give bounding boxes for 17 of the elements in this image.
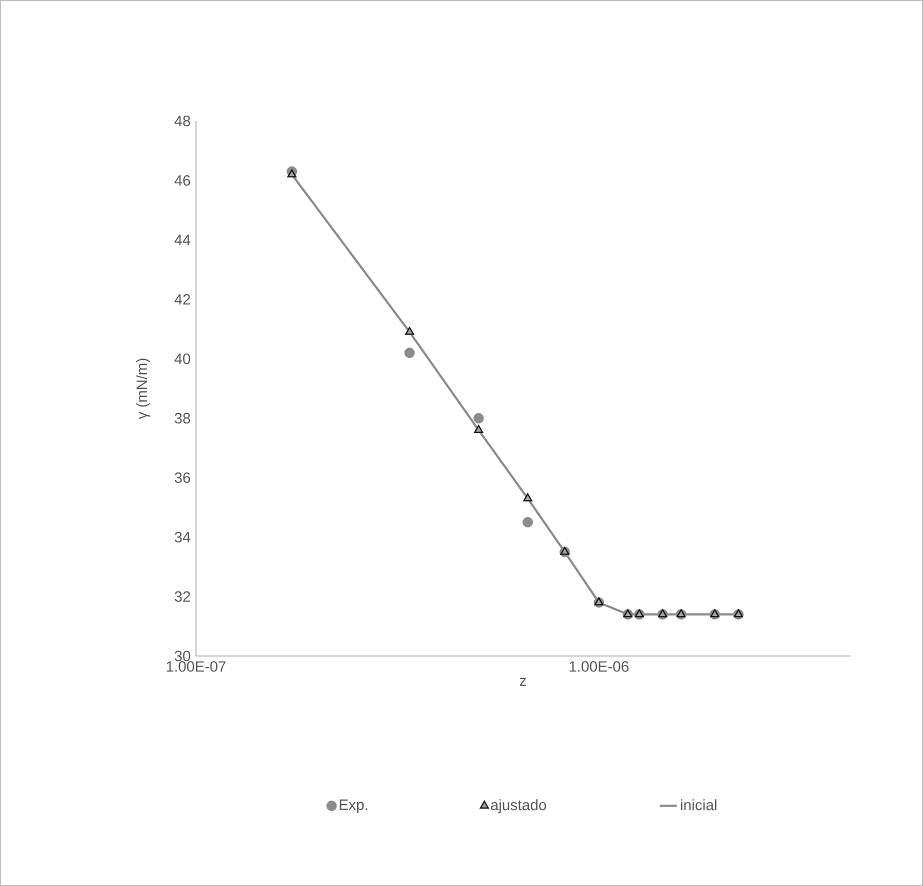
y-axis-title: γ (mN/m)	[136, 358, 150, 420]
x-axis-title: z	[520, 678, 526, 686]
legend-label: Exp.	[340, 800, 368, 813]
y-tick-label: 42	[174, 294, 190, 305]
legend-label: inicial	[680, 799, 716, 810]
y-tick-label: 38	[174, 412, 190, 424]
y-tick-label: 48	[174, 116, 190, 126]
y-tick-label: 44	[174, 234, 190, 246]
y-tick-label: 30	[174, 650, 190, 662]
y-tick-label: 36	[174, 472, 190, 483]
x-tick-label: 1.00E-06	[570, 661, 629, 672]
legend-label: ajustado	[490, 799, 546, 814]
y-tick-label: 40	[174, 353, 190, 364]
y-tick-label: 34	[174, 532, 190, 542]
y-tick-label: 32	[174, 591, 190, 602]
y-tick-label: 46	[174, 175, 190, 186]
x-tick-label: 1.00E-07	[166, 661, 226, 672]
